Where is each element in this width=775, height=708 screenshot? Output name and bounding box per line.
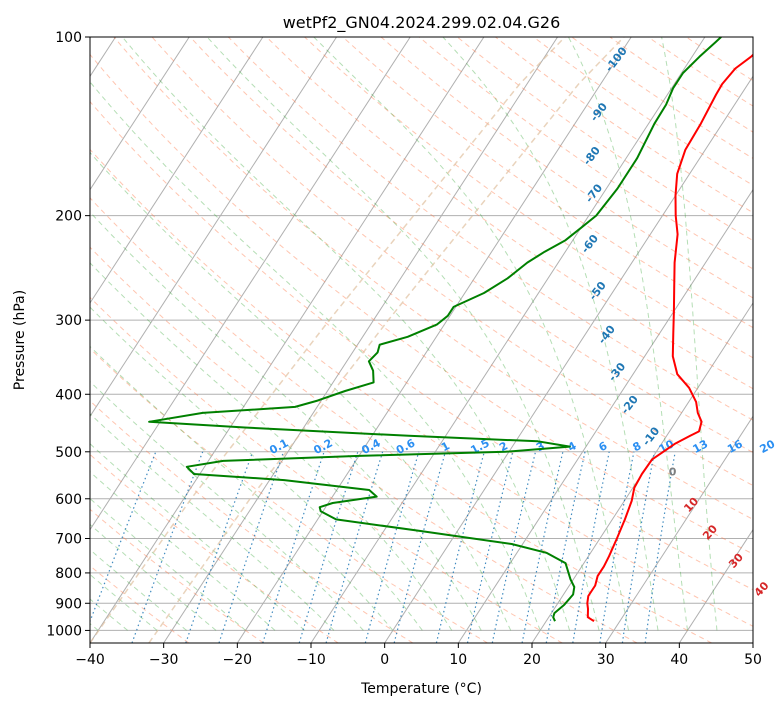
x-tick-label: 30 [597,652,615,668]
mixing-ratio-line [572,451,610,643]
dry-adiabat [90,148,753,627]
isotherm [457,188,753,643]
dry-adiabat [90,453,339,643]
moist-adiabat [567,37,688,631]
mixing-ratio-label: 13 [691,437,711,456]
mixing-ratio-label: 20 [758,437,775,456]
dry-adiabat [90,246,638,643]
x-tick-label: −10 [296,652,326,668]
dry-adiabat [90,53,753,555]
moist-adiabat [90,573,158,631]
isotherm [236,37,632,643]
mixing-ratio-line [131,451,204,643]
moist-adiabat [90,471,276,631]
moist-adiabat [90,262,453,631]
mixing-ratio-line [262,451,325,643]
moist-adiabat [313,37,630,631]
x-tick-label: −20 [223,652,253,668]
moist-adiabat [90,306,423,631]
x-axis-label: Temperature (°C) [360,681,482,697]
dry-adiabat [90,508,264,643]
dewpoint-trace [148,37,722,622]
dry-adiabat [90,197,712,643]
mixing-ratio-line [621,451,655,643]
moist-adiabat [90,497,246,631]
y-tick-label: 500 [55,445,82,461]
dry-adiabat [90,296,563,643]
dry-adiabat [90,347,488,643]
moist-adiabat [90,211,482,631]
mixing-ratio-line [298,451,359,643]
y-axis-label: Pressure (hPa) [12,290,28,390]
x-tick-label: 20 [523,652,541,668]
x-tick-label: 10 [449,652,467,668]
x-tick-label: −30 [149,652,179,668]
moist-adiabat [90,151,512,631]
sounding-traces [148,37,753,623]
isotherm [605,415,753,643]
y-tick-label: 700 [55,532,82,548]
mixing-ratio-line [325,451,384,643]
plot-frame [89,36,754,644]
mixing-ratio-line [644,451,676,643]
isotherm [90,37,485,643]
guide-curve [90,37,566,643]
isotherm [384,75,753,643]
y-tick-label: 400 [55,387,82,403]
plot-area [90,37,753,643]
moist-adiabat [661,37,718,631]
dry-adiabat [113,37,753,520]
temperature-trace [586,53,753,623]
moist-adiabat [90,81,541,631]
dry-adiabat [266,37,753,390]
isotherm [90,37,411,531]
isotherm [531,302,753,643]
mixing-ratio-label: 16 [725,437,745,456]
mixing-ratio-line [545,451,586,643]
y-tick-label: 800 [55,566,82,582]
isotherm [90,37,264,304]
mixing-ratio-line [599,451,635,643]
y-tick-label: 600 [55,492,82,508]
x-tick-label: 40 [670,652,688,668]
moist-adiabat [122,37,571,631]
mixing-ratio-line [218,451,285,643]
isotherm [90,37,190,191]
isotherm [310,37,706,643]
mixing-ratio-line [364,451,420,643]
x-tick-label: −40 [75,652,105,668]
y-tick-label: 100 [55,30,82,46]
chart-title: wetPf2_GN04.2024.299.02.04.G26 [283,13,561,33]
y-tick-label: 900 [55,596,82,612]
dry-adiabat [90,400,414,643]
x-tick-label: 50 [744,652,762,668]
dry-adiabat-label: 0 [669,465,677,478]
dry-adiabat [189,37,753,454]
moist-adiabat [90,598,128,631]
moist-adiabat [442,37,659,631]
y-tick-label: 200 [55,209,82,225]
isotherm [678,528,753,643]
mixing-ratio-line [90,451,157,623]
guide-curve [148,37,625,643]
mixing-ratio-line [521,451,564,643]
y-tick-label: 300 [55,313,82,329]
isotherm [163,37,558,643]
mixing-ratio-label: 10 [657,437,677,456]
moist-adiabat [90,345,394,631]
axes: −40 −30 −20 −10 0 10 20 30 40 5010020030040050060… [46,30,762,668]
y-tick-label: 1000 [46,623,82,639]
x-tick-label: 0 [380,652,389,668]
isotherm [90,37,337,418]
moist-adiabat [90,443,305,631]
